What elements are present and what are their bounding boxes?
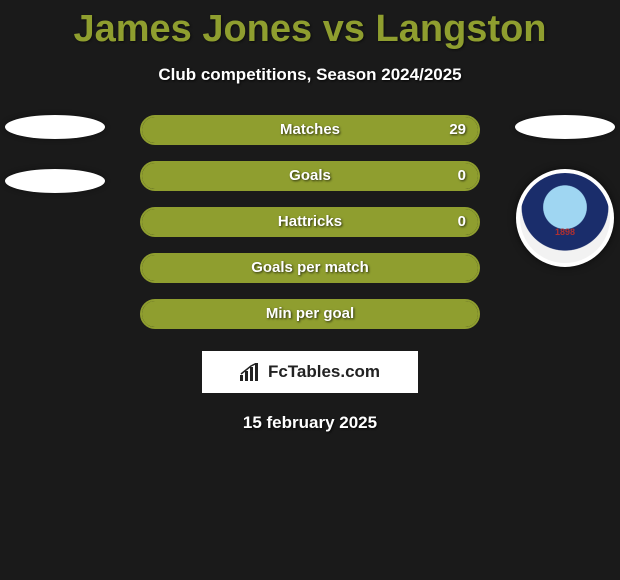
club-badge-icon: 1898 — [516, 169, 614, 267]
brand-label: FcTables.com — [268, 362, 380, 382]
stat-bars: Matches 29 Goals 0 Hattricks 0 Goals per… — [140, 115, 480, 329]
page-subtitle: Club competitions, Season 2024/2025 — [0, 65, 620, 85]
stat-value-right: 0 — [458, 163, 466, 189]
stat-bar-hattricks: Hattricks 0 — [140, 207, 480, 237]
right-player-col: 1898 — [510, 115, 620, 267]
stat-label: Goals — [142, 163, 478, 189]
stat-bar-matches: Matches 29 — [140, 115, 480, 145]
bar-chart-icon — [240, 363, 262, 381]
player-photo-placeholder — [5, 115, 105, 139]
stat-label: Goals per match — [142, 255, 478, 281]
page-title: James Jones vs Langston — [0, 0, 620, 51]
club-badge-placeholder — [5, 169, 105, 193]
stat-label: Matches — [142, 117, 478, 143]
stat-bar-goals-per-match: Goals per match — [140, 253, 480, 283]
stat-label: Min per goal — [142, 301, 478, 327]
stat-bar-min-per-goal: Min per goal — [140, 299, 480, 329]
stat-label: Hattricks — [142, 209, 478, 235]
stat-value-right: 0 — [458, 209, 466, 235]
badge-year: 1898 — [555, 227, 575, 237]
player-photo-placeholder — [515, 115, 615, 139]
page-date: 15 february 2025 — [0, 413, 620, 433]
brand-box[interactable]: FcTables.com — [202, 351, 418, 393]
stat-bar-goals: Goals 0 — [140, 161, 480, 191]
left-player-col — [0, 115, 110, 223]
stat-value-right: 29 — [449, 117, 466, 143]
comparison-content: 1898 Matches 29 Goals 0 Hattricks 0 Goal… — [0, 115, 620, 433]
